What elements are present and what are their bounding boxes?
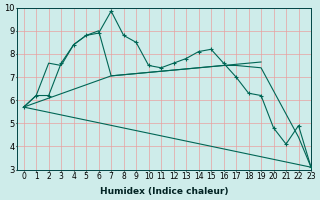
X-axis label: Humidex (Indice chaleur): Humidex (Indice chaleur): [100, 187, 228, 196]
